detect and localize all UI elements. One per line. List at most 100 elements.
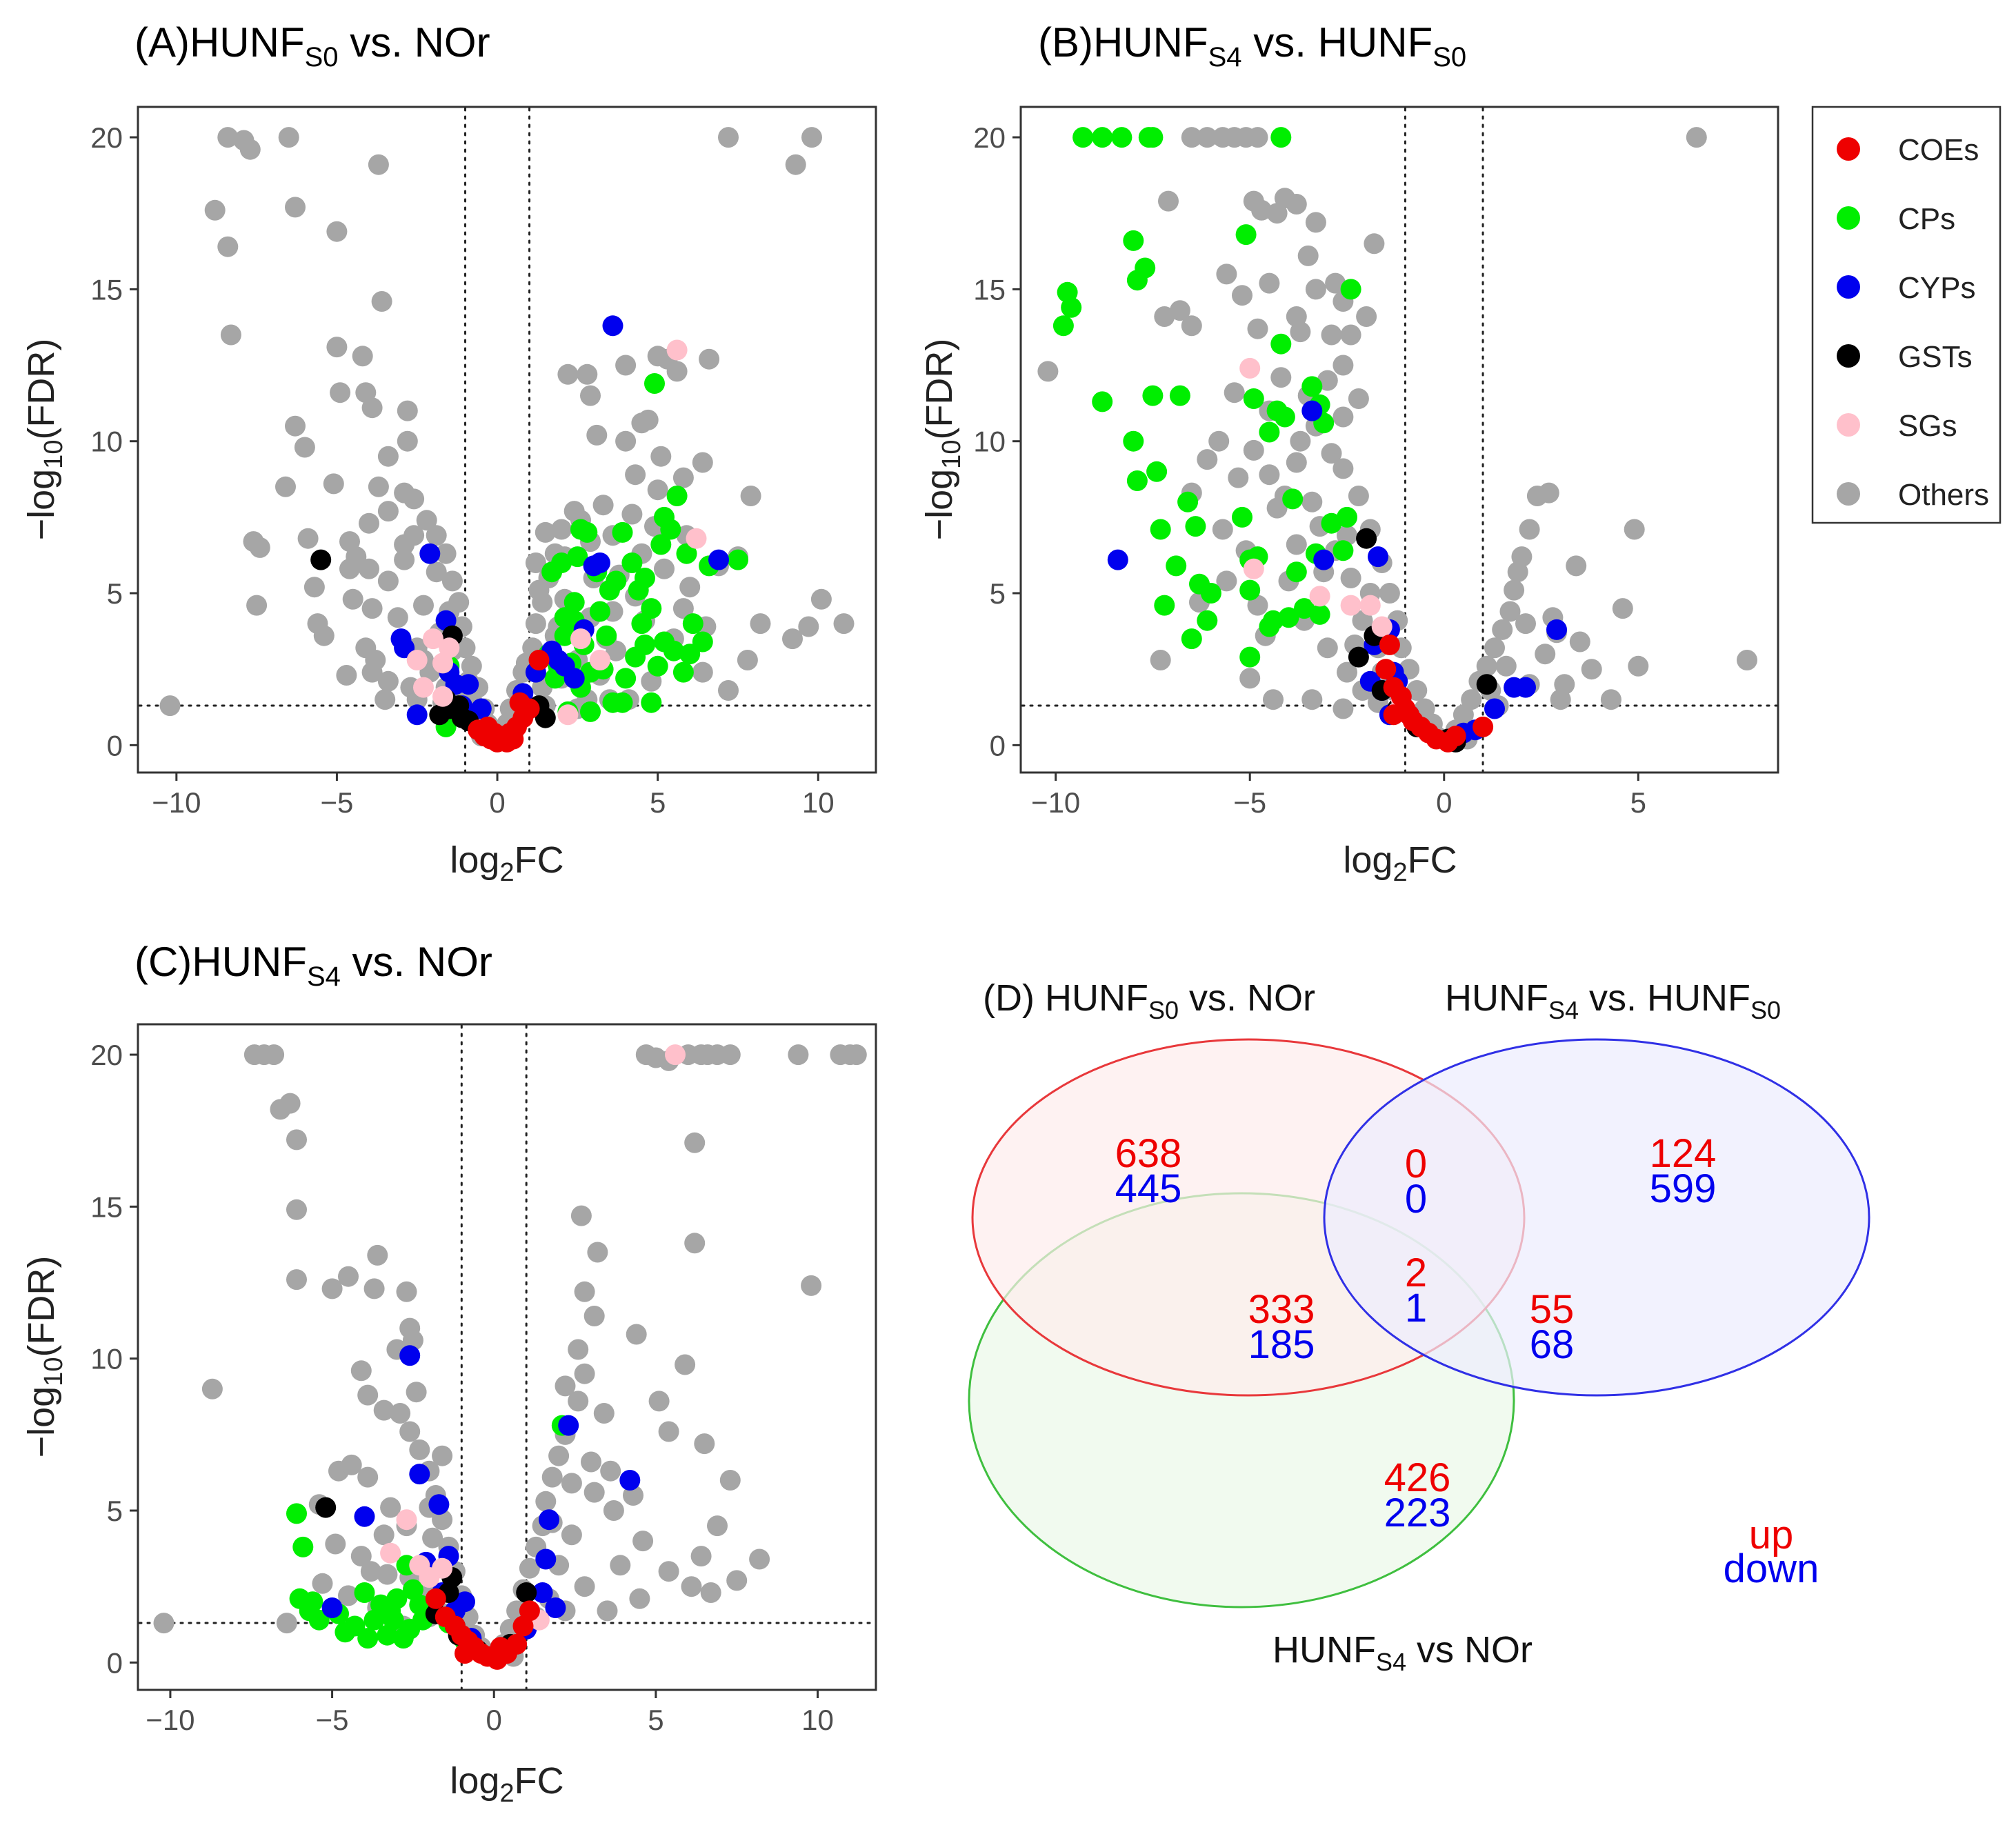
point-others	[788, 1044, 809, 1066]
point-others	[387, 607, 408, 628]
point-others	[325, 1533, 346, 1555]
point-cps	[1239, 579, 1261, 601]
point-others	[352, 346, 373, 367]
point-others	[718, 680, 739, 701]
y-tick-label: 0	[107, 1646, 123, 1679]
point-cps	[654, 506, 675, 528]
point-sgs	[665, 1044, 686, 1066]
point-cps	[1270, 127, 1292, 148]
point-others	[679, 577, 701, 598]
venn-up-down-key: up down	[1724, 1513, 1819, 1591]
panel-a-title: (A)HUNFS0 vs. NOr	[134, 19, 490, 72]
point-others	[1290, 430, 1311, 452]
point-others	[625, 464, 646, 486]
x-tick-label: −5	[1233, 786, 1266, 819]
point-others	[1321, 324, 1342, 346]
point-others	[217, 236, 239, 257]
panel-c-title: (C)HUNFS4 vs. NOr	[134, 939, 492, 992]
point-cps	[676, 543, 697, 564]
point-others	[658, 1561, 679, 1582]
panel-b-x-label: log2FC	[1343, 839, 1457, 887]
point-cyps	[1107, 549, 1128, 570]
legend-label-gsts: GSTs	[1898, 340, 1973, 374]
point-others	[846, 1044, 867, 1066]
point-cyps	[399, 1345, 421, 1366]
panel-a-x-ticks: −10 −5 0 5 10	[152, 773, 835, 819]
point-others	[1325, 272, 1346, 294]
point-others	[285, 415, 306, 437]
point-others	[396, 1281, 417, 1302]
point-cps	[1123, 230, 1144, 251]
point-others	[373, 1524, 395, 1546]
panel-c-threshold-lines	[138, 1024, 876, 1690]
legend-label-cyps: CYPs	[1898, 271, 1975, 305]
x-tick-label: 5	[1630, 786, 1646, 819]
point-gsts	[1356, 528, 1377, 549]
point-others	[321, 1278, 343, 1299]
point-others	[1569, 631, 1590, 653]
point-others	[233, 130, 255, 151]
point-others	[342, 588, 363, 610]
point-others	[380, 1497, 401, 1518]
point-cps	[1235, 224, 1257, 246]
panel-a-y-label: −log10(FDR)	[21, 339, 68, 541]
point-others	[647, 479, 668, 501]
point-sgs	[413, 677, 434, 698]
point-cps	[612, 692, 633, 713]
point-sgs	[396, 1509, 417, 1531]
point-cps	[1333, 540, 1354, 561]
point-cps	[1126, 470, 1148, 491]
point-others	[568, 1391, 589, 1412]
point-sgs	[570, 628, 591, 650]
volcano-panel-b: (B)HUNFS4 vs. HUNFS0 −10 −5 0 5 0 5 10 15 20 lo…	[919, 19, 1779, 887]
point-others	[548, 1445, 570, 1466]
panel-c-plot-border	[137, 1023, 877, 1691]
point-others	[1340, 324, 1361, 346]
point-sgs	[589, 650, 610, 670]
x-tick-label: 0	[489, 786, 505, 819]
point-cyps	[1368, 546, 1388, 568]
point-others	[1158, 190, 1179, 212]
point-cyps	[321, 1597, 343, 1618]
point-gsts	[315, 1497, 337, 1518]
point-others	[525, 552, 546, 573]
point-cyps	[445, 674, 466, 695]
point-coes	[425, 1588, 446, 1609]
panel-b-points	[1037, 127, 1757, 753]
legend-swatch-cyps	[1837, 275, 1860, 299]
point-sgs	[1239, 357, 1261, 379]
point-coes	[1445, 726, 1466, 747]
point-cps	[567, 546, 588, 568]
x-tick-label: 5	[650, 786, 666, 819]
point-cyps	[539, 1509, 559, 1531]
point-others	[699, 348, 720, 370]
point-coes	[509, 692, 530, 713]
point-others	[403, 525, 425, 546]
svg-text:426: 426	[1384, 1455, 1451, 1500]
point-coes	[1379, 634, 1400, 655]
point-others	[413, 595, 434, 616]
point-others	[555, 1375, 576, 1397]
point-others	[615, 430, 637, 452]
point-sgs	[406, 650, 428, 670]
point-others	[426, 525, 447, 546]
point-others	[1492, 619, 1513, 640]
legend-swatch-gsts	[1837, 344, 1860, 368]
point-others	[1228, 467, 1249, 488]
point-others	[435, 543, 457, 564]
point-others	[592, 495, 614, 516]
point-others	[1484, 637, 1505, 659]
point-cps	[1274, 406, 1295, 428]
point-cyps	[589, 552, 610, 573]
point-others	[631, 412, 652, 434]
legend-label-cps: CPs	[1898, 202, 1955, 236]
point-others	[377, 670, 399, 692]
svg-text:599: 599	[1650, 1166, 1717, 1211]
point-others	[377, 570, 399, 592]
point-others	[246, 595, 268, 616]
point-others	[341, 1454, 362, 1475]
point-others	[581, 1451, 601, 1473]
legend-swatch-others	[1837, 482, 1860, 506]
panel-b-plot-border	[1019, 106, 1779, 774]
